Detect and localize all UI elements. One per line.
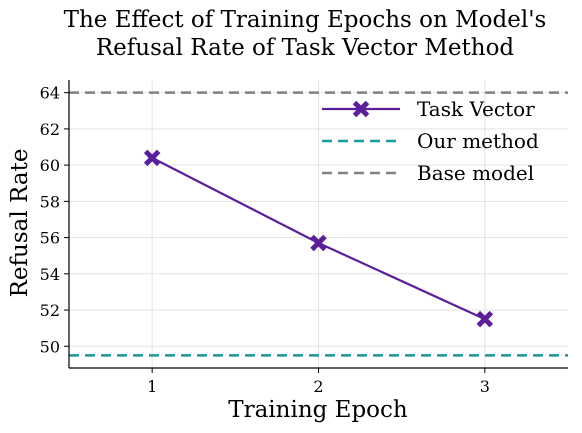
y-tick-label: 56: [40, 229, 60, 248]
y-tick-label: 52: [40, 301, 60, 320]
y-tick-label: 54: [40, 265, 60, 284]
y-axis-label: Refusal Rate: [7, 149, 33, 298]
chart-title-line-1: The Effect of Training Epochs on Model's: [64, 7, 547, 33]
task-vector-point: [310, 234, 327, 252]
reference-lines: [69, 91, 568, 357]
y-tick-label: 64: [40, 84, 60, 103]
x-tick-label: 1: [147, 377, 157, 396]
grid: [69, 80, 568, 368]
x-ticks: 1 2 3: [147, 368, 490, 396]
y-ticks: 50 52 54 56 58 60 62 64: [40, 84, 69, 356]
legend-marker: [352, 100, 370, 118]
x-tick-label: 2: [313, 377, 323, 396]
series-layer: [143, 149, 494, 328]
task-vector-point: [143, 149, 161, 167]
chart-title-line-2: Refusal Rate of Task Vector Method: [96, 35, 515, 61]
y-tick-label: 58: [40, 192, 60, 211]
legend-label: Base model: [417, 161, 534, 185]
y-tick-label: 62: [40, 120, 60, 139]
legend: Task Vector Our method Base model: [322, 97, 539, 185]
legend-label: Task Vector: [417, 97, 535, 121]
y-tick-label: 50: [40, 337, 60, 356]
x-axis-label: Training Epoch: [228, 397, 408, 423]
x-tick-label: 3: [480, 377, 490, 396]
task-vector-point: [476, 310, 494, 328]
legend-label: Our method: [417, 129, 539, 153]
y-tick-label: 60: [40, 156, 60, 175]
